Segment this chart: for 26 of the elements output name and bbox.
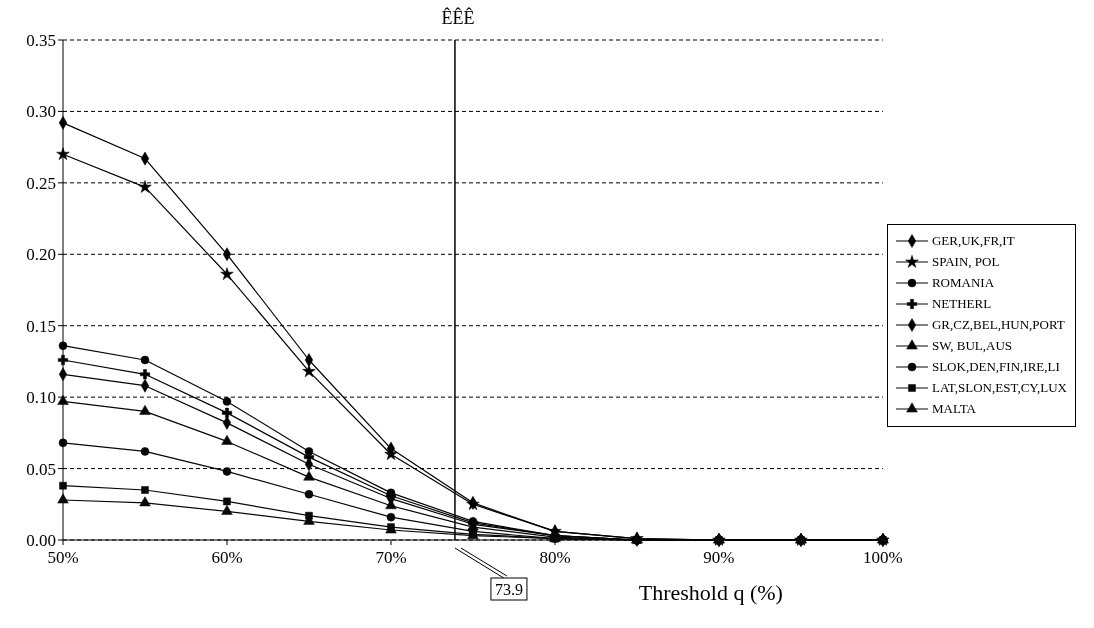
- y-tick-label: 0.20: [26, 245, 56, 265]
- legend-label: ROMANIA: [931, 275, 995, 291]
- x-tick-label: 70%: [375, 548, 407, 568]
- legend-label: GER,UK,FR,IT: [931, 233, 1015, 249]
- x-tick-label: 60%: [211, 548, 243, 568]
- y-tick-label: 0.35: [26, 31, 56, 51]
- x-tick-label: 80%: [539, 548, 571, 568]
- legend-label: SW, BUL,AUS: [931, 338, 1013, 354]
- ref-line-label: 73.9: [494, 581, 523, 598]
- y-tick-label: 0.10: [26, 388, 56, 408]
- y-tick-label: 0.25: [26, 173, 56, 193]
- legend-label: MALTA: [931, 401, 976, 417]
- legend-label: SLOK,DEN,FIN,IRE,LI: [931, 359, 1060, 375]
- y-tick-label: 0.30: [26, 102, 56, 122]
- legend-label: LAT,SLON,EST,CY,LUX: [931, 380, 1067, 396]
- legend-label: SPAIN, POL: [931, 254, 1000, 270]
- y-tick-label: 0.05: [26, 459, 56, 479]
- x-tick-label: 90%: [703, 548, 735, 568]
- chart-title: ÊÊÊ: [440, 8, 476, 30]
- legend-label: NETHERL: [931, 296, 992, 312]
- y-tick-label: 0.15: [26, 316, 56, 336]
- x-tick-label: 100%: [863, 548, 903, 568]
- x-tick-label: 50%: [47, 548, 79, 568]
- x-axis-title: Threshold q (%): [638, 580, 783, 605]
- y-tick-label: 0.00: [26, 531, 56, 551]
- legend-label: GR,CZ,BEL,HUN,PORT: [931, 317, 1065, 333]
